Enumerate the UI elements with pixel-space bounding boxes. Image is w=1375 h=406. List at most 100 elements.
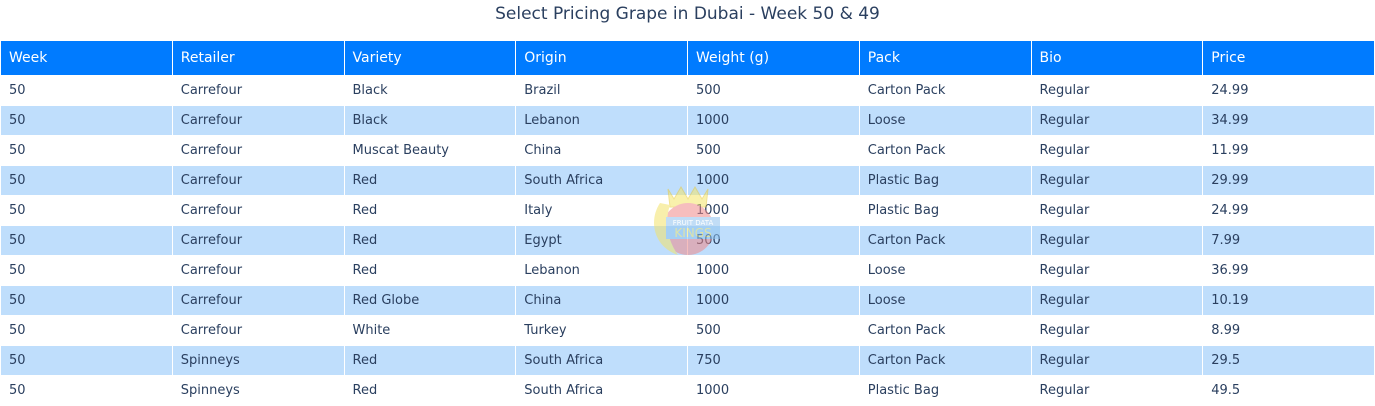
- table-cell: 1000: [687, 195, 860, 226]
- table-cell: China: [515, 135, 688, 166]
- table-cell: 1000: [687, 105, 860, 136]
- column-header-retailer: Retailer: [171, 41, 345, 76]
- column-header-pack: Pack: [858, 41, 1032, 76]
- table-cell: Loose: [858, 105, 1032, 136]
- table-cell: 500: [687, 75, 860, 106]
- table-cell: 500: [687, 315, 860, 346]
- table-cell: Muscat Beauty: [343, 135, 517, 166]
- table-cell: Brazil: [515, 75, 688, 106]
- table-cell: 50: [0, 285, 173, 316]
- table-cell: 1000: [687, 165, 860, 196]
- table-cell: 29.5: [1202, 345, 1375, 376]
- pricing-table: Week Retailer Variety Origin Weight (g) Pack B…: [0, 41, 1375, 406]
- column-header-weight-g: Weight (g): [687, 41, 860, 76]
- table-cell: 8.99: [1202, 315, 1375, 346]
- table-cell: 36.99: [1202, 255, 1375, 286]
- table-cell: Red: [343, 195, 517, 226]
- table-cell: White: [343, 315, 517, 346]
- table-cell: 50: [0, 315, 173, 346]
- table-cell: Carton Pack: [858, 135, 1032, 166]
- table-cell: Carrefour: [171, 165, 345, 196]
- table-cell: Carrefour: [171, 105, 345, 136]
- table-row: 50 Carrefour Red South Africa 1000 Plastic Ba…: [0, 165, 1375, 196]
- column-header-origin: Origin: [515, 41, 688, 76]
- table-cell: 7.99: [1202, 225, 1375, 256]
- table-cell: Regular: [1030, 195, 1204, 226]
- table-cell: Black: [343, 75, 517, 106]
- table-cell: Loose: [858, 285, 1032, 316]
- table-cell: Plastic Bag: [858, 195, 1032, 226]
- table-cell: Italy: [515, 195, 688, 226]
- table-cell: South Africa: [515, 345, 688, 376]
- table-cell: Plastic Bag: [858, 165, 1032, 196]
- table-cell: Red: [343, 375, 517, 406]
- column-header-week: Week: [0, 41, 173, 76]
- column-header-variety: Variety: [343, 41, 517, 76]
- table-cell: China: [515, 285, 688, 316]
- table-row: 50 Carrefour White Turkey 500 Carton Pack Regu…: [0, 315, 1375, 346]
- table-row: 50 Spinneys Red South Africa 1000 Plastic Bag…: [0, 375, 1375, 406]
- table-cell: 24.99: [1202, 75, 1375, 106]
- table-cell: Carton Pack: [858, 345, 1032, 376]
- table-cell: 10.19: [1202, 285, 1375, 316]
- table-cell: Carton Pack: [858, 225, 1032, 256]
- table-cell: 24.99: [1202, 195, 1375, 226]
- table-cell: Red: [343, 255, 517, 286]
- table-row: 50 Carrefour Red Egypt 500 Carton Pack Regular…: [0, 225, 1375, 256]
- table-cell: 750: [687, 345, 860, 376]
- table-cell: South Africa: [515, 165, 688, 196]
- table-cell: 50: [0, 375, 173, 406]
- table-cell: Carrefour: [171, 285, 345, 316]
- table-cell: Regular: [1030, 165, 1204, 196]
- table-row: 50 Carrefour Black Brazil 500 Carton Pack Regu…: [0, 75, 1375, 106]
- table-cell: Spinneys: [171, 375, 345, 406]
- table-cell: 500: [687, 135, 860, 166]
- table-cell: Spinneys: [171, 345, 345, 376]
- table-cell: 50: [0, 105, 173, 136]
- table-cell: 49.5: [1202, 375, 1375, 406]
- table-cell: Carrefour: [171, 255, 345, 286]
- table-cell: Regular: [1030, 75, 1204, 106]
- table-cell: South Africa: [515, 375, 688, 406]
- table-cell: 50: [0, 345, 173, 376]
- table-cell: 34.99: [1202, 105, 1375, 136]
- table-cell: Regular: [1030, 105, 1204, 136]
- table-row: 50 Carrefour Black Lebanon 1000 Loose Regular 3…: [0, 105, 1375, 136]
- table-cell: 50: [0, 195, 173, 226]
- table-cell: 50: [0, 165, 173, 196]
- table-cell: Carton Pack: [858, 315, 1032, 346]
- table-cell: Egypt: [515, 225, 688, 256]
- table-cell: 50: [0, 135, 173, 166]
- table-cell: Regular: [1030, 375, 1204, 406]
- table-cell: Black: [343, 105, 517, 136]
- table-cell: Red: [343, 225, 517, 256]
- table-cell: 1000: [687, 285, 860, 316]
- table-cell: Regular: [1030, 225, 1204, 256]
- table-cell: Regular: [1030, 345, 1204, 376]
- table-cell: Turkey: [515, 315, 688, 346]
- table-row: 50 Carrefour Muscat Beauty China 500 Carton P…: [0, 135, 1375, 166]
- chart-title: Select Pricing Grape in Dubai - Week 50 …: [495, 4, 880, 24]
- table-cell: 50: [0, 225, 173, 256]
- table-cell: Carrefour: [171, 315, 345, 346]
- table-cell: Regular: [1030, 135, 1204, 166]
- table-row: 50 Carrefour Red Lebanon 1000 Loose Regular 36.…: [0, 255, 1375, 286]
- table-header-row: Week Retailer Variety Origin Weight (g) Pack B…: [0, 41, 1375, 76]
- table-cell: Carrefour: [171, 135, 345, 166]
- table-cell: Lebanon: [515, 105, 688, 136]
- column-header-bio: Bio: [1030, 41, 1204, 76]
- column-header-price: Price: [1202, 41, 1375, 76]
- table-row: 50 Spinneys Red South Africa 750 Carton Pack R…: [0, 345, 1375, 376]
- table-cell: Carrefour: [171, 195, 345, 226]
- table-cell: 1000: [687, 375, 860, 406]
- table-row: 50 Carrefour Red Italy 1000 Plastic Bag Regula…: [0, 195, 1375, 226]
- table-cell: Regular: [1030, 285, 1204, 316]
- table-cell: Loose: [858, 255, 1032, 286]
- table-cell: Carrefour: [171, 75, 345, 106]
- table-cell: 29.99: [1202, 165, 1375, 196]
- table-cell: 50: [0, 255, 173, 286]
- table-cell: Red: [343, 165, 517, 196]
- table-cell: Regular: [1030, 315, 1204, 346]
- table-cell: Lebanon: [515, 255, 688, 286]
- table-cell: 1000: [687, 255, 860, 286]
